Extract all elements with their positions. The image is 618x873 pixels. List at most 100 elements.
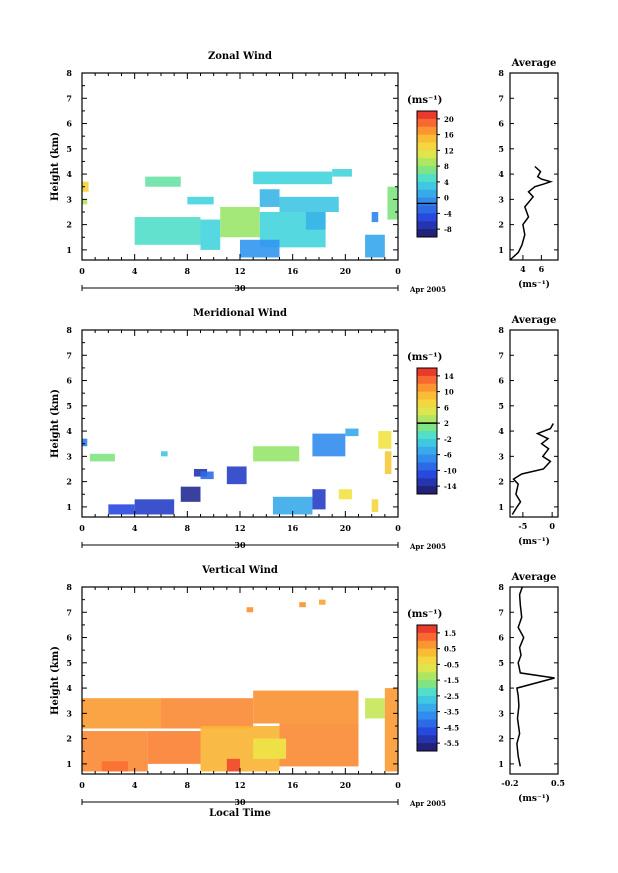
x-tick-label: 0 bbox=[79, 523, 85, 533]
heatmap-cell bbox=[226, 758, 240, 772]
colorbar-segment bbox=[417, 399, 437, 408]
heatmap-cell bbox=[82, 181, 89, 192]
x-tick-label: 8 bbox=[185, 266, 191, 276]
y-tick-label: 5 bbox=[66, 401, 72, 411]
colorbar-tick-label: -1.5 bbox=[444, 676, 459, 685]
colorbar-segment bbox=[417, 383, 437, 393]
heatmap-cell bbox=[345, 428, 359, 437]
colorbar-segment bbox=[417, 478, 437, 487]
colorbar-segment bbox=[417, 703, 437, 713]
colorbar-segment bbox=[417, 486, 437, 495]
colorbar-tick-label: -2 bbox=[444, 435, 452, 444]
y-tick-label: 2 bbox=[66, 477, 72, 487]
x-tick-label: 4 bbox=[132, 523, 138, 533]
x-tick-label: 8 bbox=[185, 523, 191, 533]
x-tick-label: 16 bbox=[287, 780, 299, 790]
colorbar-unit: (ms⁻¹) bbox=[407, 95, 442, 106]
colorbar-segment bbox=[417, 672, 437, 681]
average-x-tick-label: 0 bbox=[549, 521, 555, 531]
y-tick-label: 7 bbox=[66, 350, 72, 360]
heatmap-cell bbox=[312, 433, 346, 457]
average-y-tick-label: 5 bbox=[498, 144, 504, 154]
panel-title: Zonal Wind bbox=[208, 51, 272, 62]
y-tick-label: 8 bbox=[66, 582, 72, 592]
average-y-tick-label: 6 bbox=[498, 376, 504, 386]
y-tick-label: 2 bbox=[66, 220, 72, 230]
date-label: 30 bbox=[234, 797, 246, 807]
y-tick-label: 8 bbox=[66, 325, 72, 335]
y-tick-label: 6 bbox=[66, 633, 72, 643]
colorbar-segment bbox=[417, 423, 437, 432]
colorbar-segment bbox=[417, 126, 437, 136]
x-tick-label: 16 bbox=[287, 523, 299, 533]
colorbar-segment bbox=[417, 391, 437, 400]
colorbar-segment bbox=[417, 632, 437, 642]
heatmap-cell bbox=[365, 698, 385, 719]
y-tick-label: 4 bbox=[66, 426, 72, 436]
colorbar-tick-label: -5.5 bbox=[444, 739, 459, 748]
average-y-tick-label: 6 bbox=[498, 119, 504, 129]
colorbar-segment bbox=[417, 158, 437, 167]
y-tick-label: 6 bbox=[66, 376, 72, 386]
average-y-tick-label: 2 bbox=[498, 477, 504, 487]
heatmap-cell bbox=[384, 451, 392, 475]
heatmap-cell bbox=[384, 688, 398, 772]
plot-frame bbox=[81, 329, 399, 518]
heatmap-cell bbox=[279, 723, 359, 767]
x-tick-label: 20 bbox=[340, 266, 352, 276]
heatmap-cell bbox=[226, 466, 247, 485]
average-x-tick-label: 0.5 bbox=[551, 778, 565, 788]
colorbar-segment bbox=[417, 648, 437, 657]
heatmap-cell bbox=[147, 731, 201, 764]
average-y-tick-label: 6 bbox=[498, 633, 504, 643]
heatmap-cell bbox=[371, 499, 379, 512]
colorbar-tick-label: 2 bbox=[444, 419, 449, 428]
colorbar-segment bbox=[417, 446, 437, 456]
colorbar-tick-label: 1.5 bbox=[444, 629, 456, 638]
heatmap-cell bbox=[161, 698, 254, 729]
average-y-tick-label: 7 bbox=[498, 93, 504, 103]
y-tick-label: 5 bbox=[66, 658, 72, 668]
average-y-tick-label: 8 bbox=[498, 325, 504, 335]
colorbar-tick-label: -14 bbox=[444, 482, 457, 491]
average-frame bbox=[509, 72, 559, 261]
colorbar-frame bbox=[416, 110, 438, 238]
average-y-tick-label: 5 bbox=[498, 658, 504, 668]
average-y-tick-label: 7 bbox=[498, 350, 504, 360]
heatmap-cell bbox=[220, 206, 260, 238]
colorbar-segment bbox=[417, 174, 437, 183]
heatmap-cell bbox=[279, 196, 339, 212]
heatmap-cell bbox=[319, 599, 326, 605]
heatmap-cell bbox=[240, 239, 280, 258]
colorbar-segment bbox=[417, 719, 437, 728]
y-tick-label: 3 bbox=[66, 194, 72, 204]
colorbar-segment bbox=[417, 743, 437, 752]
heatmap-cell bbox=[312, 489, 326, 510]
colorbar-segment bbox=[417, 625, 437, 634]
heatmap-cell bbox=[253, 738, 287, 759]
colorbar-segment bbox=[417, 680, 437, 689]
colorbar-tick-label: 0 bbox=[444, 194, 449, 203]
y-tick-label: 8 bbox=[66, 68, 72, 78]
y-tick-label: 1 bbox=[66, 245, 72, 255]
panel-title: Vertical Wind bbox=[201, 565, 278, 576]
y-tick-label: 3 bbox=[66, 708, 72, 718]
colorbar-tick-label: 4 bbox=[444, 178, 449, 187]
average-y-tick-label: 3 bbox=[498, 451, 504, 461]
colorbar-tick-label: -6 bbox=[444, 451, 452, 460]
average-y-tick-label: 4 bbox=[498, 169, 504, 179]
average-y-tick-label: 5 bbox=[498, 401, 504, 411]
colorbar-segment bbox=[417, 470, 437, 479]
colorbar-segment bbox=[417, 134, 437, 143]
colorbar-segment bbox=[417, 111, 437, 120]
heatmap-cell bbox=[82, 199, 88, 205]
y-tick-label: 4 bbox=[66, 169, 72, 179]
heatmap-cell bbox=[371, 211, 379, 223]
colorbar-tick-label: 8 bbox=[444, 162, 449, 171]
colorbar-segment bbox=[417, 454, 437, 463]
colorbar-segment bbox=[417, 711, 437, 720]
x-tick-label: 12 bbox=[234, 266, 245, 276]
x-tick-label: 20 bbox=[340, 780, 352, 790]
colorbar-tick-label: -4.5 bbox=[444, 723, 459, 732]
